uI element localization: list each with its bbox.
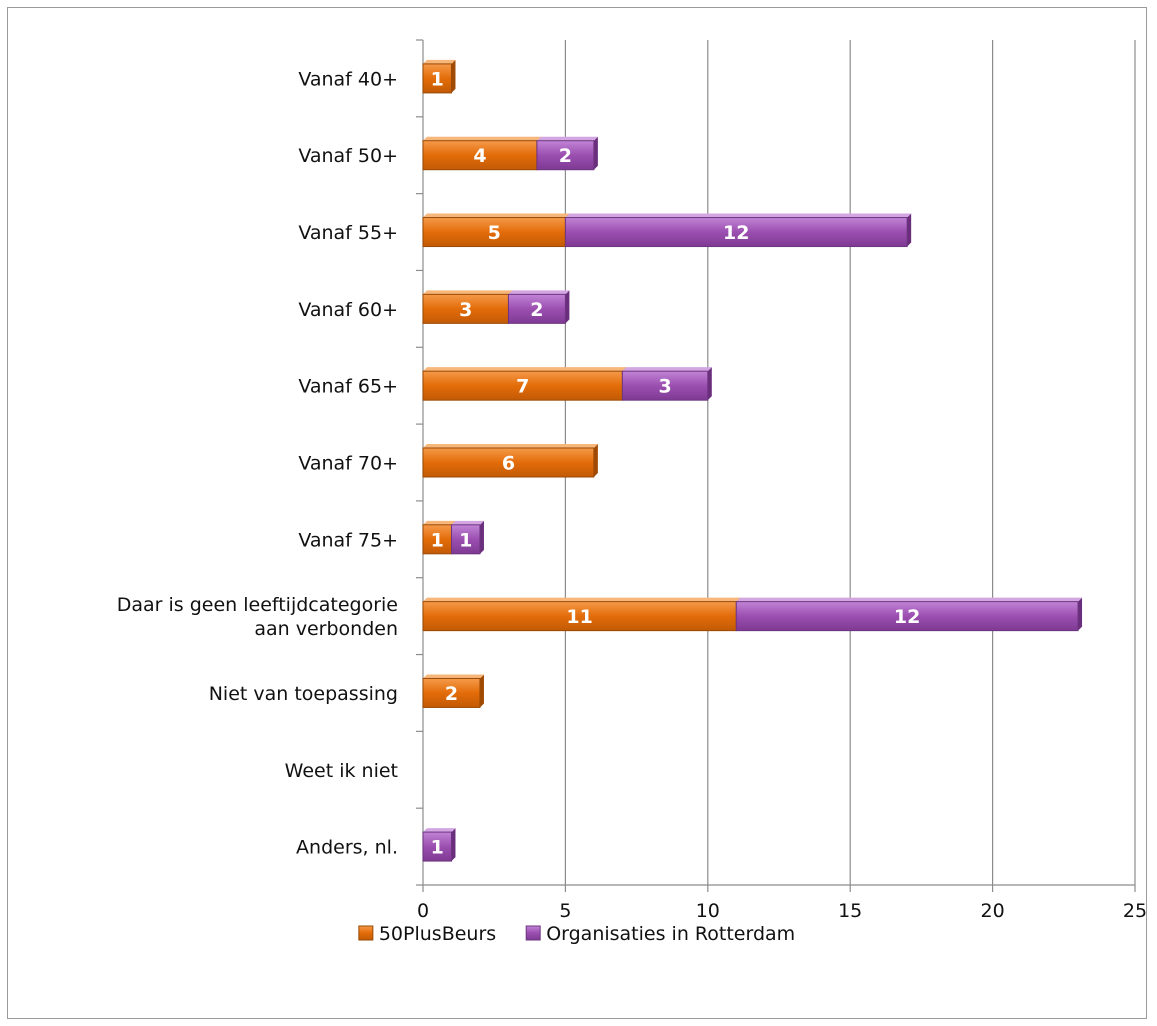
bar-50plusbeurs xyxy=(422,447,595,478)
bar-top xyxy=(622,367,712,372)
bar-side xyxy=(907,213,912,247)
x-tick-label: 0 xyxy=(417,900,429,922)
bar-top xyxy=(423,290,513,295)
category-label: Vanaf 55+ xyxy=(298,222,398,244)
data-label: 2 xyxy=(445,683,458,705)
data-label: 1 xyxy=(431,529,444,551)
bar-organisaties-rotterdam xyxy=(536,140,595,171)
category-labels: Vanaf 40+ Vanaf 50+ Vanaf 55+ Vanaf 60+ Vana… xyxy=(117,68,398,858)
bar-50plusbeurs xyxy=(422,217,566,248)
bar-organisaties-rotterdam xyxy=(422,831,452,862)
data-label: 3 xyxy=(459,299,472,321)
bar-organisaties-rotterdam xyxy=(735,601,1079,632)
gridlines xyxy=(564,40,1136,885)
bar-side xyxy=(479,520,484,554)
bar-top xyxy=(423,520,456,525)
x-tick-labels: 0 5 10 15 20 25 xyxy=(417,900,1147,922)
bar-50plusbeurs xyxy=(422,677,481,708)
legend: 50PlusBeurs Organisaties in Rotterdam xyxy=(358,923,795,945)
data-label: 4 xyxy=(473,145,486,167)
bar-top xyxy=(508,290,570,295)
bar-top xyxy=(423,444,598,448)
category-label: Vanaf 50+ xyxy=(298,145,398,167)
x-tick-label: 15 xyxy=(838,900,862,922)
bar-organisaties-rotterdam xyxy=(507,293,566,324)
bar-top xyxy=(423,367,627,372)
bar-top xyxy=(423,136,541,141)
bar-top xyxy=(565,213,912,218)
category-label: Weet ik niet xyxy=(285,760,398,782)
bar-top xyxy=(736,597,1083,602)
category-label: Daar is geen leeftijdcategorie aan verbon… xyxy=(117,594,398,640)
data-label: 12 xyxy=(894,606,920,628)
data-label: 1 xyxy=(431,837,444,859)
category-label: Vanaf 60+ xyxy=(298,299,398,321)
bar-top xyxy=(536,136,598,141)
bar-side xyxy=(1078,597,1083,631)
bar-50plusbeurs xyxy=(422,140,538,171)
x-tick-label: 10 xyxy=(696,900,720,922)
bar-50plusbeurs xyxy=(422,63,452,94)
data-label: 2 xyxy=(530,299,543,321)
bar-50plusbeurs xyxy=(422,370,623,401)
category-label: Vanaf 70+ xyxy=(298,453,398,475)
category-label: Vanaf 75+ xyxy=(298,529,398,551)
bar-top xyxy=(423,597,741,602)
data-label: 2 xyxy=(559,145,572,167)
x-tick-label: 5 xyxy=(559,900,571,922)
bar-organisaties-rotterdam xyxy=(450,524,481,555)
bar-organisaties-rotterdam xyxy=(564,217,908,248)
data-label: 1 xyxy=(431,68,444,90)
bar-side xyxy=(593,136,598,170)
category-label: Niet van toepassing xyxy=(209,683,398,705)
category-label: Anders, nl. xyxy=(296,837,398,859)
bar-side xyxy=(707,367,712,401)
legend-swatch xyxy=(525,925,541,941)
chart-frame xyxy=(7,7,1147,1019)
bar-top xyxy=(451,520,484,525)
data-label: 7 xyxy=(516,376,529,398)
bar-side xyxy=(451,828,456,862)
data-label: 5 xyxy=(488,222,501,244)
bar-side xyxy=(593,444,598,477)
bar-top xyxy=(423,213,570,218)
legend-swatch xyxy=(358,925,374,941)
data-label: 3 xyxy=(658,376,671,398)
bar-50plusbeurs xyxy=(422,524,452,555)
category-label: Vanaf 65+ xyxy=(298,376,398,398)
bar-side xyxy=(565,290,570,324)
bar-side xyxy=(479,674,484,708)
data-label: 6 xyxy=(502,453,515,475)
legend-label: Organisaties in Rotterdam xyxy=(546,923,795,945)
data-label: 11 xyxy=(566,606,592,628)
bar-top xyxy=(423,828,456,833)
data-label: 1 xyxy=(459,529,472,551)
category-label: Vanaf 40+ xyxy=(298,68,398,90)
bar-organisaties-rotterdam xyxy=(621,370,709,401)
bar-50plusbeurs xyxy=(422,293,509,324)
bar-top xyxy=(423,674,484,679)
bar-side xyxy=(451,59,456,93)
x-tick-label: 20 xyxy=(981,900,1005,922)
legend-label: 50PlusBeurs xyxy=(379,923,496,945)
x-tick-label: 25 xyxy=(1123,900,1147,922)
bar-top xyxy=(423,59,456,64)
data-label: 12 xyxy=(723,222,749,244)
